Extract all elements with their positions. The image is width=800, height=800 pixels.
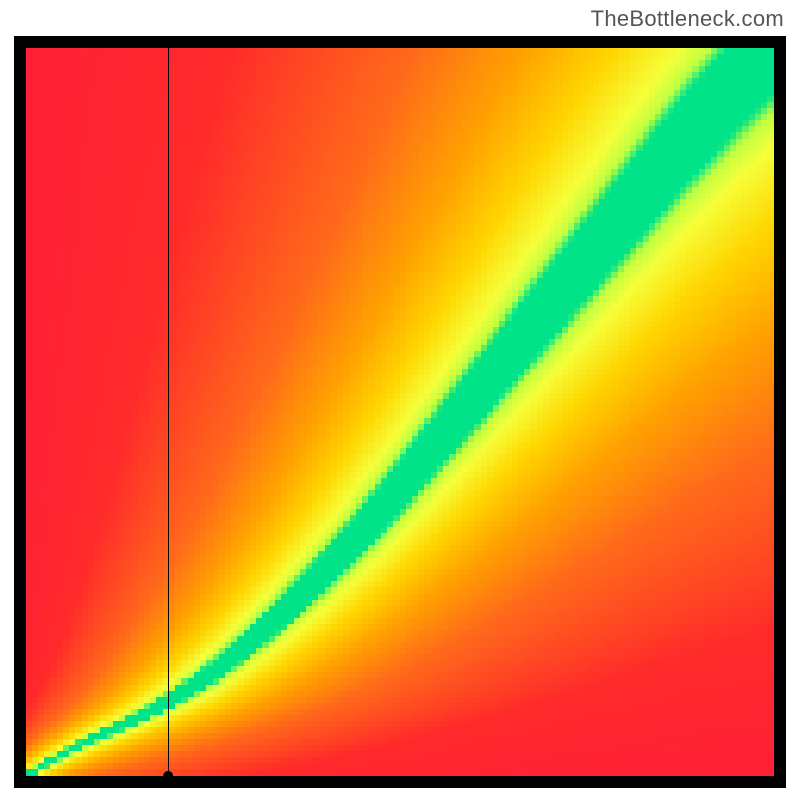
watermark-text: TheBottleneck.com [591, 6, 784, 32]
heatmap-overlay [26, 48, 774, 776]
chart-container: TheBottleneck.com [0, 0, 800, 800]
chart-frame [14, 36, 786, 788]
